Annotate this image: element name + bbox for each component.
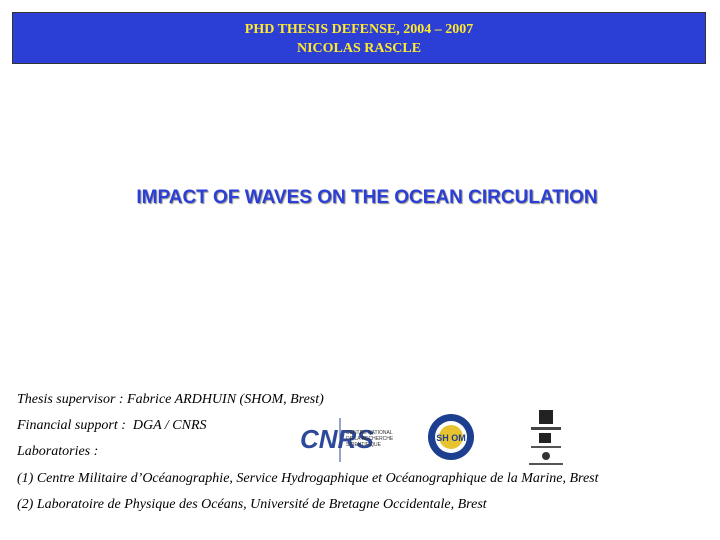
cnrs-mark: CNRS (300, 424, 374, 454)
shom-logo: SH OM (428, 414, 474, 460)
lab-icon (539, 410, 553, 424)
detail-line: Thesis supervisor : Fabrice ARDHUIN (SHO… (17, 392, 324, 407)
detail-line: Laboratories : (17, 444, 99, 459)
shom-mark: SH OM (436, 433, 466, 443)
lab-icon (531, 446, 561, 448)
lab-icon (531, 427, 561, 430)
detail-line: Financial support : DGA / CNRS (17, 418, 207, 433)
lab-icon (539, 433, 551, 443)
slide-title: IMPACT OF WAVES ON THE OCEAN CIRCULATION (136, 187, 598, 208)
detail-line: (1) Centre Militaire d’Océanographie, Se… (17, 471, 599, 486)
header: PHD THESIS DEFENSE, 2004 – 2007 NICOLAS … (12, 12, 706, 64)
header-author: NICOLAS RASCLE (296, 41, 422, 56)
lab-icon (529, 463, 563, 465)
shom-center (439, 425, 463, 449)
cnrs-logo: CNRS CENTRE NATIONAL DE LA RECHERCHE SCI… (300, 418, 394, 462)
lab-icon (542, 452, 550, 460)
header-title: PHD THESIS DEFENSE, 2004 – 2007 (244, 22, 474, 37)
cnrs-caption: DE LA RECHERCHE (346, 436, 394, 442)
cnrs-caption: CENTRE NATIONAL (346, 430, 393, 436)
cnrs-caption: SCIENTIFIQUE (346, 442, 382, 448)
detail-line: (2) Laboratoire de Physique des Océans, … (17, 497, 487, 512)
lab-logo (529, 410, 563, 465)
